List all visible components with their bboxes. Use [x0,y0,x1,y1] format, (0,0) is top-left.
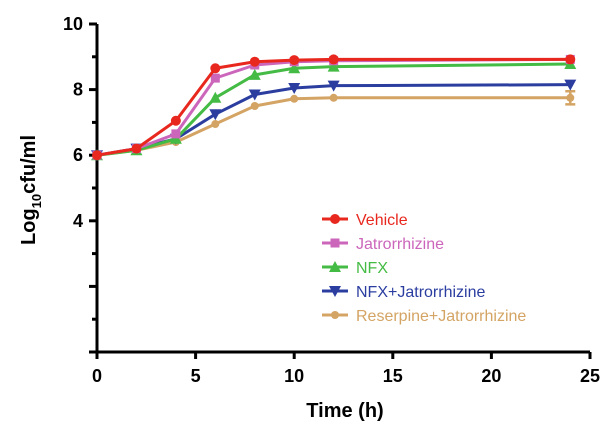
y-tick-label: 8 [73,80,83,100]
data-point [329,93,338,102]
data-point [564,79,577,91]
data-point [170,115,181,126]
data-point [209,109,222,121]
data-point [211,120,220,129]
y-tick-label: 4 [73,211,83,231]
data-point [209,91,222,103]
data-point [171,129,181,139]
x-tick-label: 25 [580,366,600,386]
data-point [328,54,339,65]
legend-marker [331,311,339,319]
series-4 [91,79,577,162]
series-layer [91,54,577,162]
data-point [248,68,261,80]
y-axis-title-main: Log [18,208,40,245]
series-1 [92,54,576,161]
legend-label: Jatrorrhizine [356,236,444,253]
data-point [248,89,261,101]
legend-marker [330,238,340,248]
legend-item: Reserpine+Jatrorrhizine [322,308,526,325]
data-point [566,93,575,102]
data-point [131,143,142,154]
legend-item: NFX [322,260,388,277]
data-point [288,62,301,74]
x-axis-title: Time (h) [306,400,383,422]
legend-label: NFX [356,260,388,277]
data-point [289,55,300,66]
data-point [288,82,301,94]
x-tick-label: 5 [191,366,201,386]
series-line [96,62,571,157]
data-point [565,54,576,65]
y-axis-title-sub: 10 [29,194,44,208]
x-tick-label: 0 [92,366,102,386]
series-5 [93,89,576,160]
y-tick-label: 10 [63,14,83,34]
legend-item: NFX+Jatrorrhizine [322,284,485,301]
y-axis-title-rest: cfu/ml [18,135,40,194]
data-point [250,102,259,110]
legend-item: Vehicle [322,212,408,229]
data-point [249,56,260,67]
legend-marker [329,286,341,297]
data-point [92,150,102,161]
data-point [327,60,340,72]
data-point [210,73,220,83]
legend-label: Vehicle [356,212,408,229]
legend-marker [330,214,340,224]
x-tick-label: 10 [284,366,304,386]
legend-marker [329,261,341,272]
y-axis-title: Log10cfu/ml [18,135,44,245]
series-line [96,57,571,157]
tick-labels: 0 5 10 15 20 25 4 6 8 10 [63,14,600,386]
x-tick-label: 20 [481,366,501,386]
data-point [210,63,221,74]
legend-item: Jatrorrhizine [322,236,444,253]
legend: Vehicle Jatrorrhizine NFX NFX+Jatrorrhizine… [322,212,526,325]
legend-label: Reserpine+Jatrorrhizine [356,308,526,325]
data-point [290,94,299,103]
x-tick-label: 15 [383,366,403,386]
y-tick-label: 6 [73,145,83,165]
axes [89,22,592,359]
data-point [327,80,340,92]
legend-label: NFX+Jatrorrhizine [356,284,485,301]
